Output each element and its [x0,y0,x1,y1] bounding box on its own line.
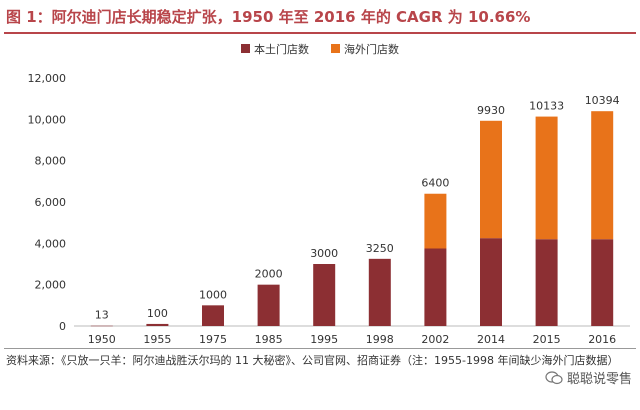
bars [90,111,614,327]
bar-domestic [202,305,224,326]
x-tick-label: 1995 [310,333,338,346]
bar-overseas [480,120,502,239]
bar-total-label: 13 [95,309,109,322]
bar-total-label: 9930 [477,104,505,117]
bar-domestic [368,258,391,326]
figure-title: 图 1：阿尔迪门店长期稳定扩张，1950 年至 2016 年的 CAGR 为 1… [6,8,531,26]
y-tick-label: 2,000 [35,279,67,292]
bar-total-label: 100 [147,307,168,320]
x-tick-label: 2015 [533,333,561,346]
bar-domestic [90,325,113,327]
bar-total-label: 3000 [310,247,338,260]
wechat-icon [545,370,563,384]
bar-overseas [535,116,558,240]
legend-label-overseas: 海外门店数 [344,42,399,56]
bar-domestic [257,284,280,326]
x-tick-label: 1998 [366,333,394,346]
x-tick-label: 2014 [477,333,505,346]
x-tick-label: 1985 [255,333,283,346]
y-tick-label: 10,000 [28,113,67,126]
legend: 本土门店数 海外门店数 [241,42,399,56]
source-note: 资料来源：《只放一只羊：阿尔迪战胜沃尔玛的 11 大秘密》、公司官网、招商证券（… [6,354,619,367]
title-rule [4,32,636,34]
bar-total-label: 6400 [421,177,449,190]
bar-domestic [591,239,614,326]
watermark-text: 聪聪说零售 [566,372,632,387]
bar-total-label: 10394 [585,94,620,107]
legend-swatch-overseas [331,44,340,53]
bar-domestic [146,323,169,326]
bar-domestic [535,239,558,326]
bar-domestic [424,248,447,326]
footer-rule [4,348,636,349]
bar-domestic [480,238,502,326]
y-tick-label: 0 [59,320,66,333]
bar-total-label: 1000 [199,288,227,301]
y-tick-label: 8,000 [35,155,67,168]
value-labels: 13 100 1000 2000 3000 3250 6400 9930 10133 10394 [95,94,620,322]
bar-total-label: 2000 [255,268,283,281]
x-tick-label: 2002 [421,333,449,346]
bar-overseas [591,111,614,240]
bar-domestic [313,264,336,326]
x-tick-label: 1975 [199,333,227,346]
y-tick-label: 12,000 [28,72,67,85]
bar-total-label: 10133 [529,100,564,113]
y-tick-label: 6,000 [35,196,67,209]
x-tick-label: 1950 [88,333,116,346]
bar-total-label: 3250 [366,242,394,255]
legend-swatch-domestic [241,44,250,53]
watermark: 聪聪说零售 [545,368,632,387]
stacked-bar-chart: 0 2,000 4,000 6,000 8,000 10,000 12,000 1950 195… [28,42,630,346]
y-tick-label: 4,000 [35,237,67,250]
bar-overseas [424,193,447,249]
legend-label-domestic: 本土门店数 [254,42,309,56]
x-tick-label: 1955 [143,333,171,346]
x-tick-label: 2016 [588,333,616,346]
